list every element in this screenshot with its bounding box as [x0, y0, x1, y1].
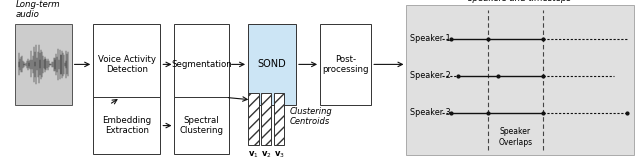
Text: $\mathbf{v}_1$: $\mathbf{v}_1$ — [248, 150, 259, 160]
Text: SOND: SOND — [258, 59, 286, 69]
Text: Spectral
Clustering: Spectral Clustering — [180, 116, 223, 135]
FancyBboxPatch shape — [174, 24, 229, 105]
Text: Post-
processing: Post- processing — [323, 55, 369, 74]
Text: Embedding
Extraction: Embedding Extraction — [102, 116, 151, 135]
FancyBboxPatch shape — [320, 24, 371, 105]
Text: Long-term
audio: Long-term audio — [15, 0, 60, 19]
Text: Voice Activity
Detection: Voice Activity Detection — [98, 55, 156, 74]
FancyBboxPatch shape — [406, 5, 634, 155]
Text: Speaker 1: Speaker 1 — [410, 34, 450, 43]
Text: Speaker 3: Speaker 3 — [410, 108, 450, 117]
FancyBboxPatch shape — [93, 97, 160, 154]
FancyBboxPatch shape — [93, 24, 160, 105]
Bar — [261, 93, 271, 145]
Bar — [248, 93, 259, 145]
Text: Segmentation: Segmentation — [172, 60, 232, 69]
Text: $\mathbf{v}_3$: $\mathbf{v}_3$ — [274, 150, 284, 160]
FancyBboxPatch shape — [248, 24, 296, 105]
Bar — [274, 93, 284, 145]
FancyBboxPatch shape — [15, 24, 72, 105]
Text: Transcription with
speakers and timesteps: Transcription with speakers and timestep… — [468, 0, 572, 3]
Text: $\mathbf{v}_2$: $\mathbf{v}_2$ — [261, 150, 271, 160]
FancyBboxPatch shape — [174, 97, 229, 154]
Text: Clustering
Centroids: Clustering Centroids — [289, 107, 332, 126]
Text: Speaker
Overlaps: Speaker Overlaps — [499, 127, 532, 147]
Text: Speaker 2: Speaker 2 — [410, 71, 451, 80]
